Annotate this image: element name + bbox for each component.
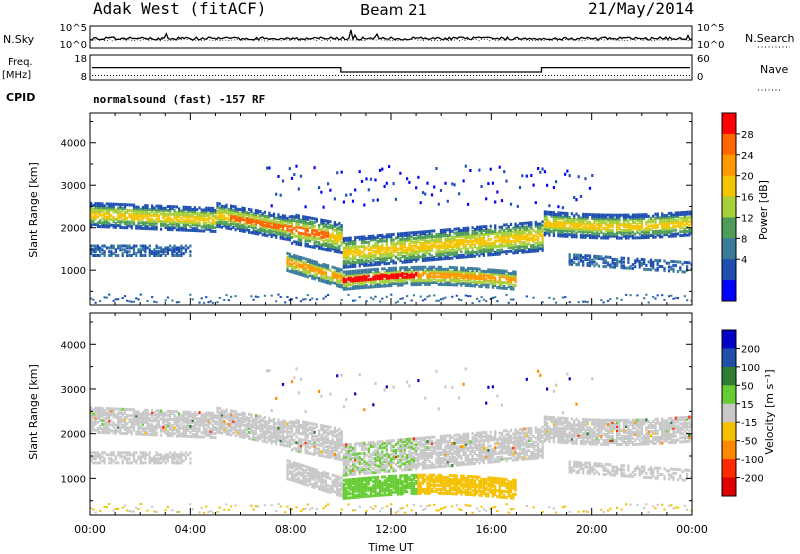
noise-tick-right-top: 10^5 xyxy=(697,23,724,34)
velocity-ylabel: Slant Range [km] xyxy=(27,364,40,460)
date-title: 21/May/2014 xyxy=(588,0,694,18)
power-colorbar-label: Power [dB] xyxy=(757,180,770,240)
nave-tick-bottom: 0 xyxy=(697,72,703,83)
colorbar-segment xyxy=(722,422,736,442)
velocity-panel: 4000 3000 2000 1000 Slant Range [km] 200 100… xyxy=(27,312,776,516)
power-panel: 4000 3000 2000 1000 Slant Range [km] 28 24 20… xyxy=(27,112,770,306)
nsearch-label: N.Search xyxy=(745,32,795,45)
x-tick-label: 08:00 xyxy=(275,523,307,536)
freq-tick-top: 18 xyxy=(74,54,87,65)
colorbar-segment xyxy=(722,175,736,198)
nsearch-trace xyxy=(89,38,693,42)
colorbar-segment xyxy=(722,477,736,497)
nsky-label: N.Sky xyxy=(3,33,35,46)
y-tick-label: 4000 xyxy=(61,340,86,351)
x-tick-label: 12:00 xyxy=(375,523,407,536)
colorbar-segment xyxy=(722,403,736,423)
y-tick-label: 2000 xyxy=(61,224,86,235)
y-tick-label: 1000 xyxy=(61,474,86,485)
cpid-text: normalsound (fast) -157 RF xyxy=(93,93,265,106)
colorbar-tick-label: -50 xyxy=(741,437,757,448)
colorbar-tick-label: 28 xyxy=(741,130,754,141)
y-tick-label: 3000 xyxy=(61,181,86,192)
freq-label: Freq. xyxy=(8,57,33,68)
colorbar-segment xyxy=(722,154,736,177)
nave-tick-top: 60 xyxy=(697,54,710,65)
power-heatmap xyxy=(90,164,692,304)
y-tick-label: 3000 xyxy=(61,385,86,396)
x-tick-label: 16:00 xyxy=(475,523,507,536)
colorbar-tick-label: 8 xyxy=(741,234,747,245)
colorbar-segment xyxy=(722,196,736,218)
colorbar-tick-label: 16 xyxy=(741,193,754,204)
station-title: Adak West (fitACF) xyxy=(93,0,266,18)
cpid-label: CPID xyxy=(6,91,35,104)
colorbar-tick-label: 12 xyxy=(741,213,754,224)
colorbar-tick-label: 24 xyxy=(741,151,754,162)
colorbar-segment xyxy=(722,280,736,302)
beam-title: Beam 21 xyxy=(360,1,427,19)
x-axis-label: Time UT xyxy=(367,541,413,554)
colorbar-tick-label: -100 xyxy=(741,455,764,466)
x-tick-label: 04:00 xyxy=(174,523,206,536)
colorbar-tick-label: 4 xyxy=(741,255,747,266)
x-tick-label: 00:00 xyxy=(74,523,106,536)
velocity-colorbar-label: Velocity [m s⁻¹] xyxy=(763,369,776,454)
colorbar-segment xyxy=(722,440,736,460)
colorbar-segment xyxy=(722,217,736,239)
freq-unit-label: [MHz] xyxy=(2,70,31,81)
colorbar-tick-label: 15 xyxy=(741,400,754,411)
y-tick-label: 4000 xyxy=(61,139,86,150)
nsky-trace xyxy=(89,29,693,42)
velocity-heatmap xyxy=(90,367,692,514)
noise-tick-right-bottom: 10^0 xyxy=(697,40,724,51)
x-tick-label: 00:00 xyxy=(676,523,708,536)
noise-tick-left-bottom: 10^0 xyxy=(60,40,87,51)
colorbar-tick-label: 50 xyxy=(741,381,754,392)
x-tick-label: 20:00 xyxy=(576,523,608,536)
colorbar-segment xyxy=(722,133,736,156)
noise-panel: 10^5 10^0 10^5 10^0 xyxy=(60,23,725,51)
noise-tick-left-top: 10^5 xyxy=(60,23,87,34)
colorbar-tick-label: 20 xyxy=(741,172,754,183)
colorbar-segment xyxy=(722,259,736,281)
colorbar-frame xyxy=(721,329,737,497)
frequency-panel: 18 8 60 0 xyxy=(74,54,709,83)
colorbar-tick-label: -15 xyxy=(741,418,757,429)
power-ylabel: Slant Range [km] xyxy=(27,162,40,258)
y-tick-label: 1000 xyxy=(61,266,86,277)
y-tick-label: 2000 xyxy=(61,430,86,441)
colorbar-frame xyxy=(721,112,737,302)
nave-label: Nave xyxy=(760,63,788,76)
colorbar-segment xyxy=(722,385,736,405)
colorbar-segment xyxy=(722,238,736,260)
freq-tick-bottom: 8 xyxy=(81,72,87,83)
colorbar-tick-label: 100 xyxy=(741,363,760,374)
colorbar-tick-label: -200 xyxy=(741,474,764,485)
colorbar-tick-label: 200 xyxy=(741,344,760,355)
colorbar-segment xyxy=(722,113,736,135)
colorbar-segment xyxy=(722,459,736,479)
colorbar-segment xyxy=(722,366,736,386)
colorbar-segment xyxy=(722,330,736,349)
colorbar-segment xyxy=(722,348,736,368)
frequency-line xyxy=(92,66,690,73)
